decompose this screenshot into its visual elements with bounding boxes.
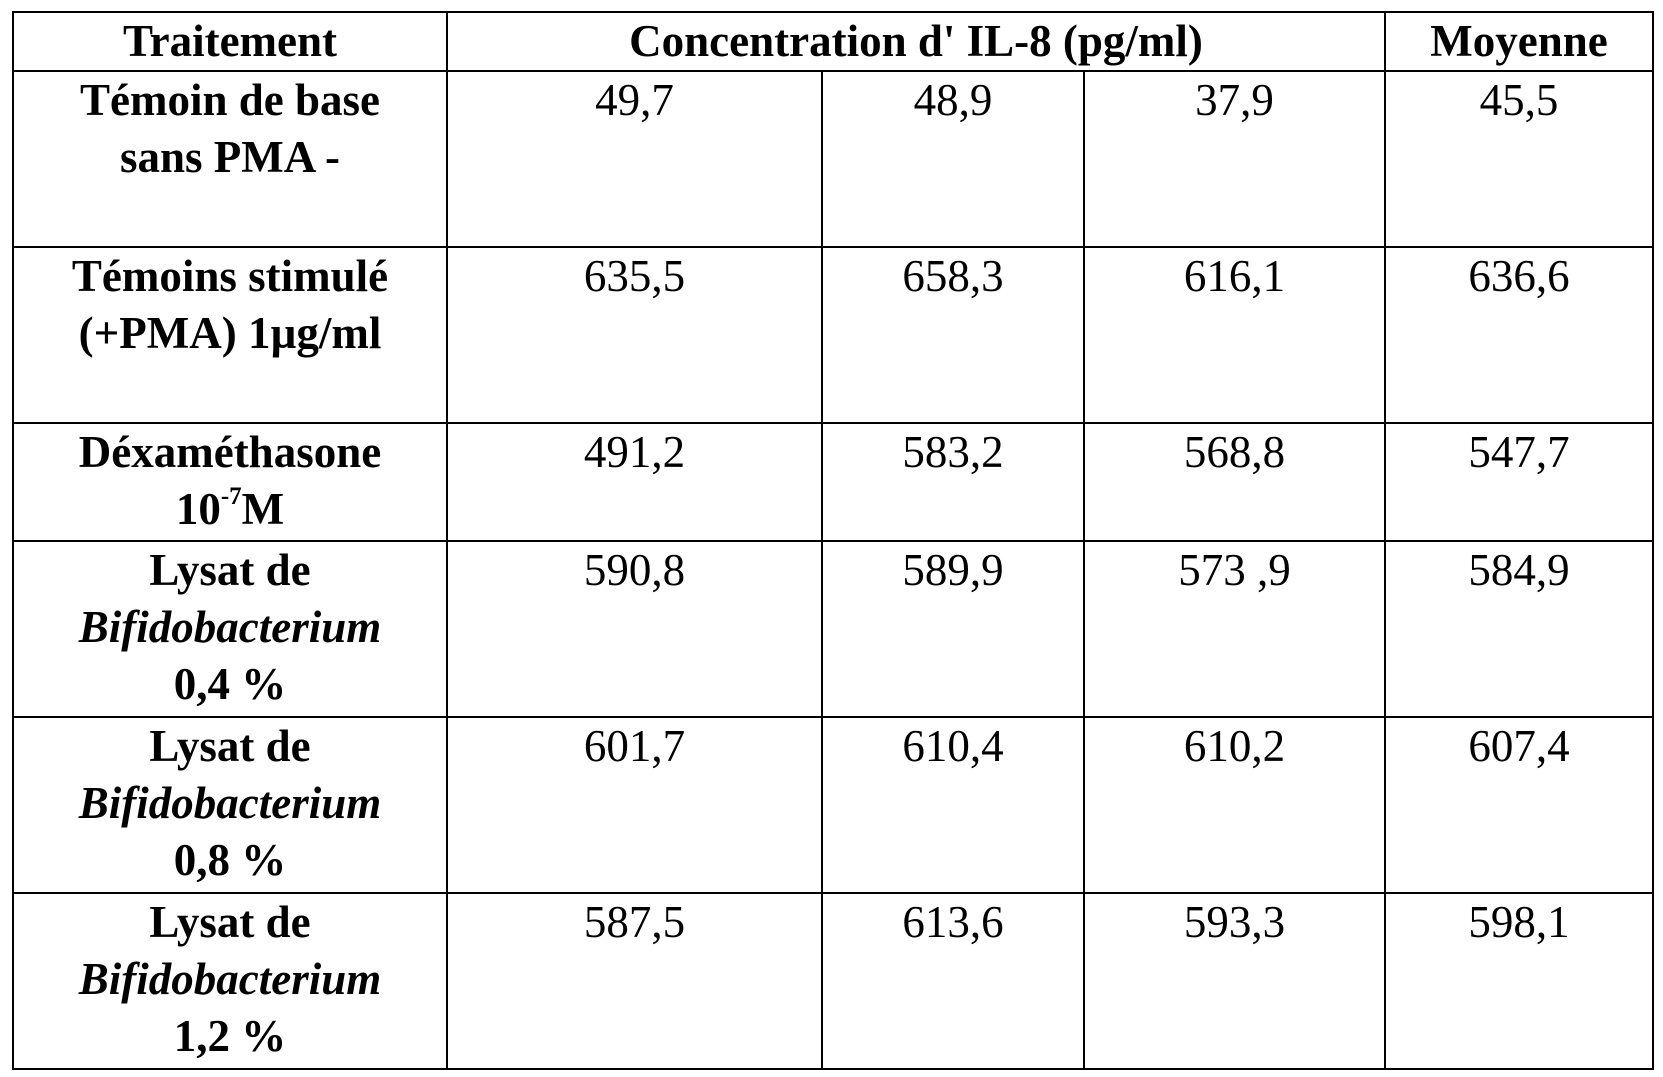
table-row: Déxaméthasone 10-7M 491,2 583,2 568,8 54… [13,423,1653,541]
value-cell: 613,6 [822,893,1084,1069]
row-label-line: Lysat de [14,542,446,599]
row-label-line: 1,2 % [14,1008,446,1065]
row-label-line: Témoins stimulé [14,248,446,305]
row-label-line: Témoin de base [14,72,446,129]
il8-concentration-table: Traitement Concentration d' IL-8 (pg/ml)… [12,11,1654,1070]
concentration-unit: M [242,484,284,534]
table-row: Lysat de Bifidobacterium 1,2 % 587,5 613… [13,893,1653,1069]
row-label-species: Bifidobacterium [14,775,446,832]
value-cell: 48,9 [822,71,1084,247]
row-label-line: Déxaméthasone [14,424,446,481]
header-concentration: Concentration d' IL-8 (pg/ml) [447,12,1385,71]
table-row: Lysat de Bifidobacterium 0,4 % 590,8 589… [13,541,1653,717]
table-row: Lysat de Bifidobacterium 0,8 % 601,7 610… [13,717,1653,893]
value-cell: 587,5 [447,893,822,1069]
moyenne-cell: 598,1 [1385,893,1653,1069]
value-cell: 635,5 [447,247,822,423]
row-label-line: sans PMA - [14,129,446,186]
row-label: Lysat de Bifidobacterium 1,2 % [13,893,447,1069]
value-cell: 610,4 [822,717,1084,893]
value-cell: 37,9 [1084,71,1385,247]
header-traitement: Traitement [13,12,447,71]
row-label-line: 0,8 % [14,832,446,889]
concentration-exponent: -7 [221,483,242,510]
value-cell: 658,3 [822,247,1084,423]
row-label: Lysat de Bifidobacterium 0,4 % [13,541,447,717]
value-cell: 573 ,9 [1084,541,1385,717]
value-cell: 491,2 [447,423,822,541]
value-cell: 568,8 [1084,423,1385,541]
moyenne-cell: 584,9 [1385,541,1653,717]
moyenne-cell: 45,5 [1385,71,1653,247]
row-label-line: 10-7M [14,481,446,538]
value-cell: 616,1 [1084,247,1385,423]
row-label-line: (+PMA) 1µg/ml [14,305,446,362]
value-cell: 601,7 [447,717,822,893]
row-label-species: Bifidobacterium [14,951,446,1008]
moyenne-cell: 547,7 [1385,423,1653,541]
table-row: Témoins stimulé (+PMA) 1µg/ml 635,5 658,… [13,247,1653,423]
row-label: Lysat de Bifidobacterium 0,8 % [13,717,447,893]
moyenne-cell: 607,4 [1385,717,1653,893]
row-label: Déxaméthasone 10-7M [13,423,447,541]
value-cell: 590,8 [447,541,822,717]
table-header-row: Traitement Concentration d' IL-8 (pg/ml)… [13,12,1653,71]
value-cell: 593,3 [1084,893,1385,1069]
row-label-species: Bifidobacterium [14,599,446,656]
row-label-line: Lysat de [14,718,446,775]
moyenne-cell: 636,6 [1385,247,1653,423]
value-cell: 589,9 [822,541,1084,717]
row-label: Témoin de base sans PMA - [13,71,447,247]
table-row: Témoin de base sans PMA - 49,7 48,9 37,9… [13,71,1653,247]
row-label: Témoins stimulé (+PMA) 1µg/ml [13,247,447,423]
row-label-line: Lysat de [14,894,446,951]
concentration-base: 10 [176,484,221,534]
value-cell: 583,2 [822,423,1084,541]
header-moyenne: Moyenne [1385,12,1653,71]
row-label-line: 0,4 % [14,656,446,713]
value-cell: 49,7 [447,71,822,247]
value-cell: 610,2 [1084,717,1385,893]
